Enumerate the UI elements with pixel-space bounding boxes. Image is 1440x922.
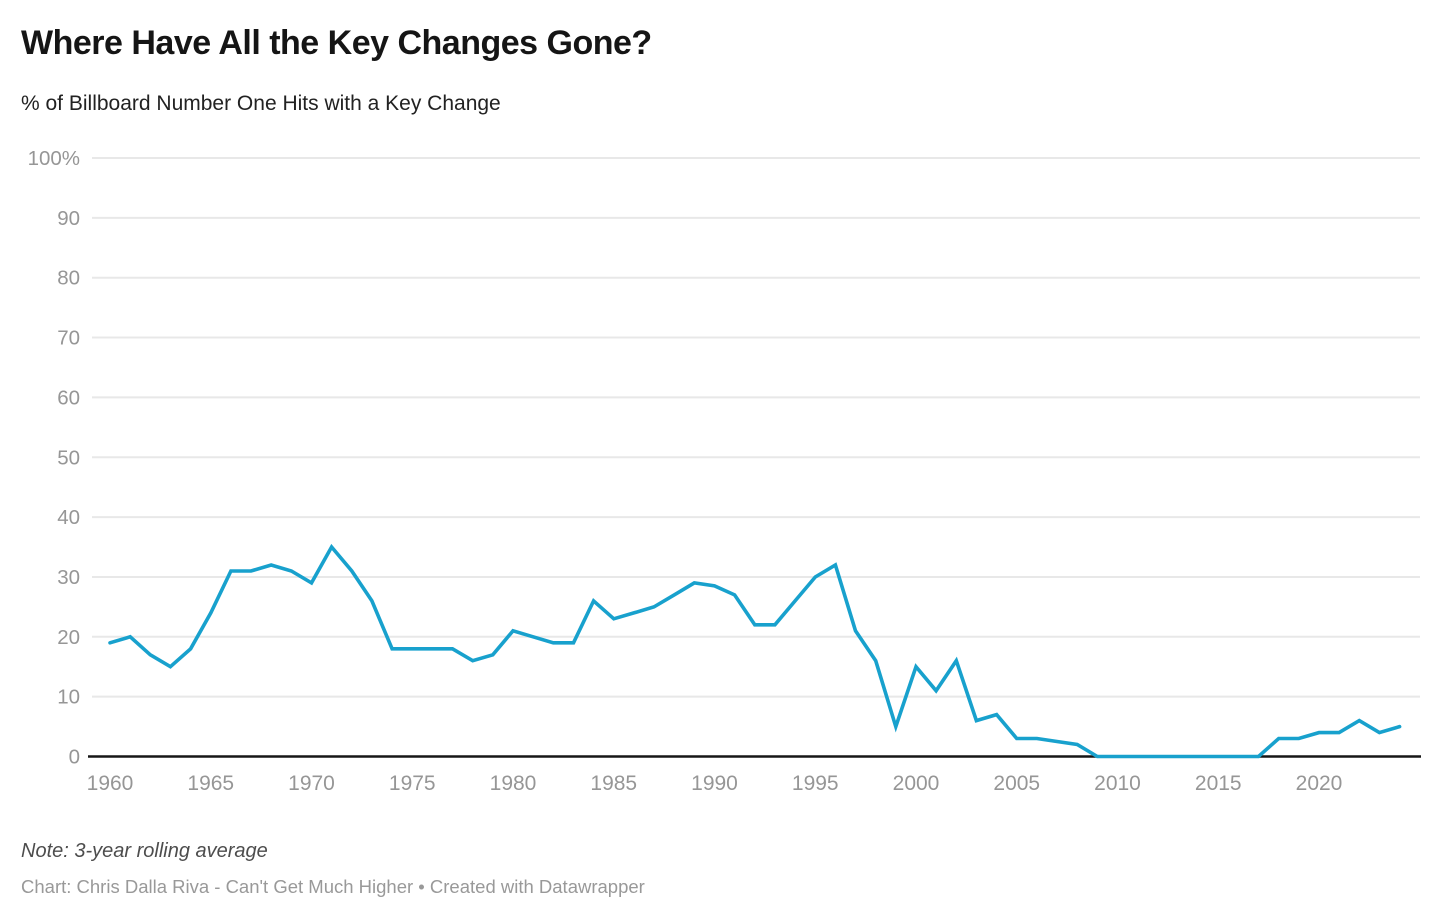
y-tick-label: 100% xyxy=(28,147,80,170)
x-tick-label: 1970 xyxy=(288,772,335,795)
y-tick-label: 80 xyxy=(57,267,80,290)
x-tick-label: 2000 xyxy=(893,772,940,795)
y-tick-label: 90 xyxy=(57,207,80,230)
chart-subtitle: % of Billboard Number One Hits with a Ke… xyxy=(21,92,501,115)
x-tick-label: 1990 xyxy=(691,772,738,795)
chart-title: Where Have All the Key Changes Gone? xyxy=(21,24,652,62)
y-tick-label: 40 xyxy=(57,506,80,529)
x-tick-label: 1980 xyxy=(490,772,537,795)
chart-note: Note: 3-year rolling average xyxy=(21,840,268,862)
y-tick-label: 0 xyxy=(69,746,80,769)
chart-credit: Chart: Chris Dalla Riva - Can't Get Much… xyxy=(21,876,645,897)
x-tick-label: 1975 xyxy=(389,772,436,795)
x-tick-label: 1985 xyxy=(590,772,637,795)
y-tick-label: 20 xyxy=(57,626,80,649)
x-tick-label: 2010 xyxy=(1094,772,1141,795)
y-tick-label: 10 xyxy=(57,686,80,709)
y-tick-label: 60 xyxy=(57,386,80,409)
y-tick-label: 70 xyxy=(57,327,80,350)
x-tick-label: 1960 xyxy=(87,772,134,795)
x-tick-label: 2015 xyxy=(1195,772,1242,795)
x-tick-label: 2020 xyxy=(1296,772,1343,795)
y-tick-label: 30 xyxy=(57,566,80,589)
x-tick-label: 1965 xyxy=(187,772,234,795)
key-change-trend-line xyxy=(108,543,1402,759)
x-tick-label: 1995 xyxy=(792,772,839,795)
x-tick-label: 2005 xyxy=(993,772,1040,795)
y-tick-label: 50 xyxy=(57,446,80,469)
line-chart-plot-area: 0 10 20 30 40 50 60 70 80 90 100% 1960 1965 1970 1975 1… xyxy=(28,147,1421,795)
